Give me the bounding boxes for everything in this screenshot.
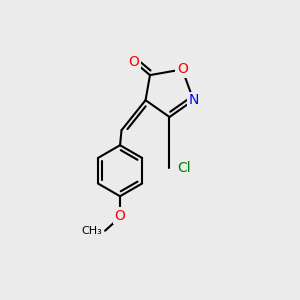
Text: N: N — [188, 93, 199, 107]
Text: CH₃: CH₃ — [81, 226, 102, 236]
Text: Cl: Cl — [177, 161, 190, 175]
Text: O: O — [115, 209, 125, 223]
Text: O: O — [177, 62, 188, 76]
Text: O: O — [128, 55, 139, 69]
